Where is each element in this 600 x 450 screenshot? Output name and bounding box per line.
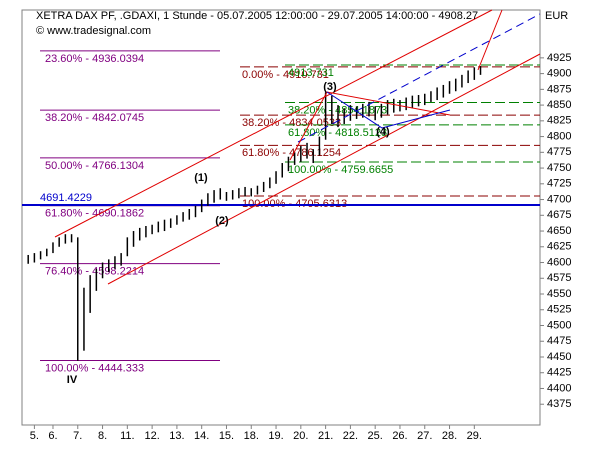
wave-label: (1) (194, 172, 208, 184)
breakout-line (477, 9, 503, 71)
y-tick-label: 4775 (547, 146, 571, 158)
y-tick-label: 4750 (547, 162, 571, 174)
wave-label: (3) (323, 81, 337, 93)
y-tick-label: 4525 (547, 304, 571, 316)
x-tick-label: 11. (120, 430, 134, 442)
y-tick-label: 4925 (547, 52, 571, 64)
wave-label: (2) (215, 215, 229, 227)
source: © www.tradesignal.com (36, 25, 151, 37)
y-tick-label: 4850 (547, 99, 571, 111)
x-tick-label: 7. (73, 430, 82, 442)
y-tick-label: 4625 (547, 241, 571, 253)
channel-upper (54, 9, 493, 238)
wave-label: IV (67, 374, 78, 386)
x-tick-label: 13. (169, 430, 184, 442)
y-tick-label: 4800 (547, 130, 571, 142)
x-tick-label: 21. (318, 430, 333, 442)
fib-label: 50.00% - 4766.1304 (45, 160, 144, 172)
y-tick-label: 4725 (547, 178, 571, 190)
trend-lines (54, 9, 541, 285)
x-tick-label: 12. (144, 430, 159, 442)
x-tick-label: 19. (268, 430, 283, 442)
fib-label: 100.00% - 4705.6313 (242, 198, 347, 210)
fib-label: 4913.731 (288, 67, 334, 79)
y-tick-label: 4900 (547, 68, 571, 80)
y-tick-label: 4825 (547, 115, 571, 127)
y-tick-label: 4600 (547, 256, 571, 268)
x-tick-label: 29. (467, 430, 482, 442)
y-tick-label: 4875 (547, 83, 571, 95)
x-tick-label: 20. (293, 430, 308, 442)
x-tick-label: 22. (343, 430, 358, 442)
x-tick-label: 26. (392, 430, 407, 442)
currency: EUR (545, 10, 568, 22)
plot-frame (21, 9, 541, 426)
x-tick-label: 28. (442, 430, 457, 442)
fib-label: 38.20% - 4842.0745 (45, 112, 144, 124)
x-tick-label: 5. (30, 430, 39, 442)
y-tick-label: 4575 (547, 272, 571, 284)
x-tick-label: 15. (219, 430, 234, 442)
y-tick-label: 4650 (547, 225, 571, 237)
x-tick-label: 27. (417, 430, 432, 442)
y-tick-label: 4500 (547, 319, 571, 331)
y-tick-label: 4700 (547, 193, 571, 205)
y-tick-label: 4425 (547, 367, 571, 379)
projection-line (297, 13, 541, 143)
y-tick-label: 4475 (547, 335, 571, 347)
plot-content: 23.60% - 4936.0394 38.20% - 4842.0745 50.0… (22, 50, 540, 374)
y-tick-label: 4400 (547, 382, 571, 394)
y-tick-label: 4450 (547, 351, 571, 363)
fib-label: 0.00% - 4910.731 (242, 69, 329, 81)
y-tick-label: 4675 (547, 209, 571, 221)
y-tick-label: 4550 (547, 288, 571, 300)
wave-line (326, 91, 451, 129)
chart-title: XETRA DAX PF, .GDAXI, 1 Stunde - 05.07.2… (36, 10, 478, 22)
x-tick-label: 25. (368, 430, 383, 442)
fib-label: 23.60% - 4936.0394 (45, 53, 144, 65)
y-tick-label: 4375 (547, 398, 571, 410)
support-label: 4691.4229 (40, 192, 92, 204)
fib-label: 61.80% - 4786.1254 (242, 147, 341, 159)
fib-label: 61.80% - 4818.5123 (288, 127, 387, 139)
wave-label: (4) (376, 126, 390, 138)
channel-lower (107, 53, 541, 285)
x-tick-label: 6. (48, 430, 57, 442)
fib-label: 100.00% - 4444.333 (45, 362, 144, 374)
fib-label: 38.20% - 4834.0533 (242, 117, 341, 129)
fib-label: 61.80% - 4690.1862 (45, 208, 144, 220)
x-tick-label: 8. (98, 430, 107, 442)
fib-label: 76.40% - 4598.2214 (45, 266, 144, 278)
fib-label: 100.00% - 4759.6655 (288, 164, 393, 176)
x-tick-label: 18. (244, 430, 259, 442)
x-tick-label: 14. (194, 430, 209, 442)
